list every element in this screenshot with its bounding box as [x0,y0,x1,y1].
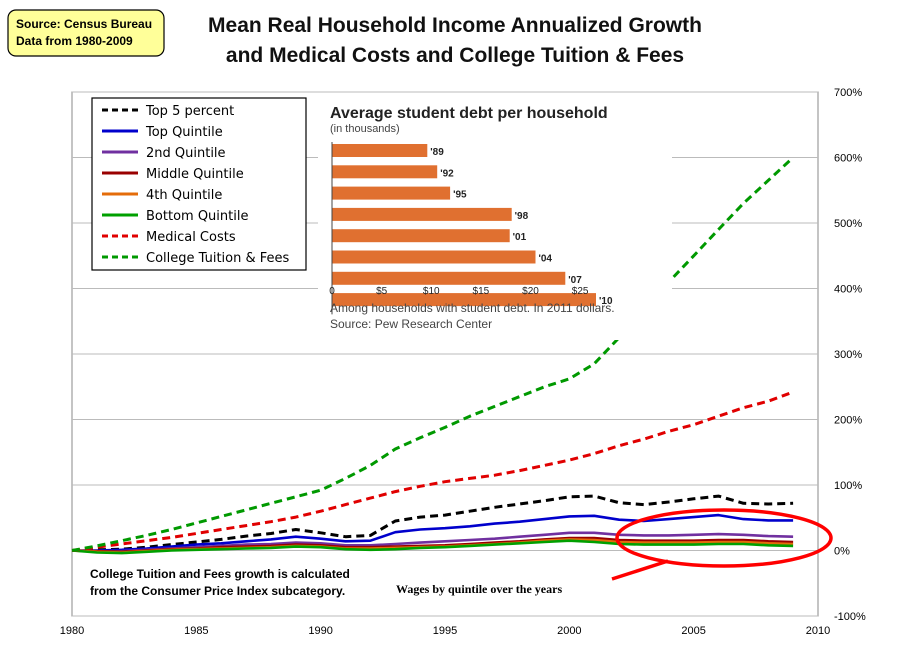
y-tick-label: 0% [834,546,850,558]
inset-x-tick-label: $20 [522,286,539,297]
inset-bar [332,207,512,221]
inset-x-axis: 0 $5 $10 $15 $20 $25 [329,286,589,297]
legend-label: Middle Quintile [146,167,244,182]
y-axis: -100% 0% 100% 200% 300% 400% 500% 600% 700% [834,87,866,623]
series-lines [71,156,795,555]
inset-bar-label: '98 [515,211,529,222]
series-line-bottom-quintile [71,539,794,555]
y-tick-label: 100% [834,480,862,492]
inset-bar [332,165,438,179]
inset-bar-label: '92 [440,168,454,179]
legend-label: Top Quintile [145,125,223,140]
inset-note-2: Source: Pew Research Center [330,317,492,331]
legend-label: Bottom Quintile [146,209,248,224]
legend: Top 5 percent Top Quintile 2nd Quintile Mid… [91,97,307,271]
inset-subtitle: (in thousands) [330,123,400,135]
chart-title-line-1: Mean Real Household Income Annualized Gr… [208,14,702,37]
annotation-text: Wages by quintile over the years [396,582,562,596]
note-line-1: College Tuition and Fees growth is calcu… [90,567,350,581]
inset-bar-label: '10 [599,296,613,307]
inset-title: Average student debt per household [330,105,608,122]
y-tick-label: 500% [834,218,862,230]
y-tick-label: 300% [834,349,862,361]
x-tick-label: 2000 [557,625,581,637]
annotation-ellipse [615,508,833,568]
x-tick-label: 1985 [184,625,208,637]
x-tick-label: 1990 [308,625,332,637]
series-line-top-5-percent [71,494,794,552]
legend-label: Top 5 percent [145,104,234,119]
inset-bar-label: '95 [453,190,467,201]
legend-label: Medical Costs [146,230,236,245]
inset-bar-label: '07 [568,275,582,286]
inset-x-tick-label: 0 [329,286,335,297]
y-tick-label: -100% [834,611,866,623]
chart-title-line-2: and Medical Costs and College Tuition & … [226,44,684,67]
inset-x-tick-label: $25 [572,286,589,297]
source-line-2: Data from 1980-2009 [16,34,133,48]
inset-chart: Average student debt per household (in t… [318,96,672,340]
inset-bar [332,293,596,307]
x-axis: 1980 1985 1990 1995 2000 2005 2010 [60,625,830,637]
series-line-top-quintile [72,513,794,552]
inset-bars: '89 '92 '95 '98 '01 '04 '07 '10 [331,142,613,315]
inset-x-tick-label: $5 [376,286,388,297]
y-tick-label: 400% [834,284,862,296]
inset-x-tick-label: $10 [423,286,440,297]
note-line-2: from the Consumer Price Index subcategor… [90,584,345,598]
legend-box [91,97,307,271]
inset-note-1: Among households with student debt. In 2… [330,301,615,315]
series-line-college-tuition-fees [71,156,795,552]
source-line-1: Source: Census Bureau [16,17,152,31]
source-box-background [7,9,165,57]
annotation: Wages by quintile over the years [396,508,833,596]
inset-bar [332,144,428,157]
annotation-arrow [611,559,669,581]
y-tick-label: 600% [834,153,862,165]
inset-bar-label: '01 [513,232,527,243]
x-tick-label: 1995 [433,625,457,637]
y-tick-label: 700% [834,87,862,99]
legend-label: 4th Quintile [146,188,222,203]
series-line-medical-costs [71,390,794,552]
x-tick-label: 2010 [806,625,830,637]
inset-bar-label: '89 [430,147,444,158]
legend-label: College Tuition & Fees [146,251,290,266]
inset-bar [332,229,510,243]
inset-bar-label: '04 [538,254,552,265]
y-tick-label: 200% [834,415,862,427]
x-tick-label: 2005 [681,625,705,637]
inset-x-tick-label: $15 [473,286,490,297]
inset-bar [332,250,536,264]
legend-label: 2nd Quintile [146,146,226,161]
source-box: Source: Census Bureau Data from 1980-200… [7,9,165,57]
inset-bar [332,186,451,200]
inset-bar [332,271,566,285]
x-tick-label: 1980 [60,625,84,637]
